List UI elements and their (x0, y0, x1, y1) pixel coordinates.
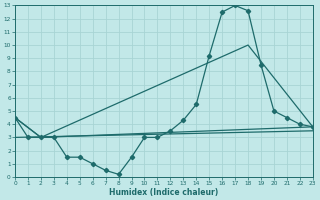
X-axis label: Humidex (Indice chaleur): Humidex (Indice chaleur) (109, 188, 219, 197)
